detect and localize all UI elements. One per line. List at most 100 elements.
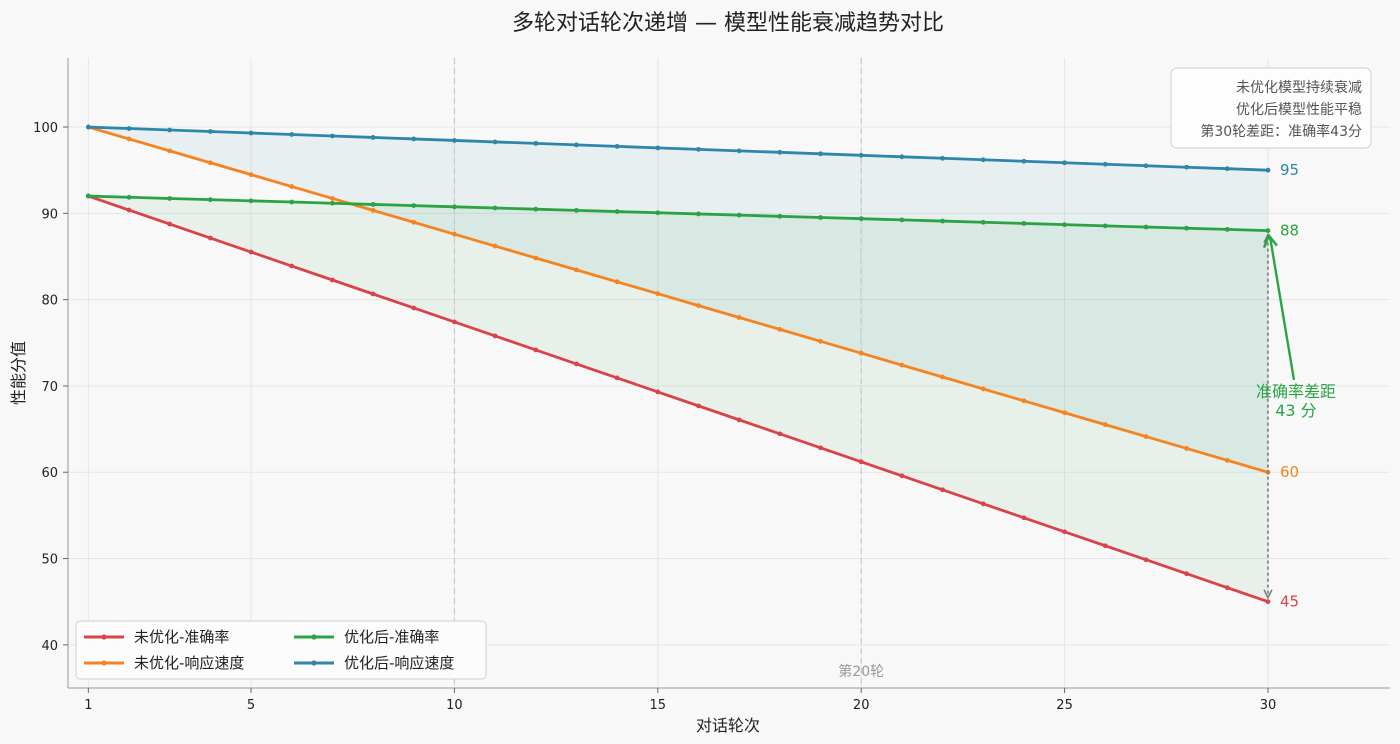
data-point-unopt_speed bbox=[1184, 446, 1190, 451]
end-value-label-unopt_speed: 60 bbox=[1280, 463, 1299, 481]
series-line-opt_speed bbox=[88, 125, 1269, 172]
data-point-opt_speed bbox=[1102, 161, 1108, 167]
data-point-unopt_speed bbox=[330, 196, 335, 201]
x-tick-label: 10 bbox=[446, 698, 463, 713]
data-point-opt_acc bbox=[452, 204, 457, 210]
data-point-opt_acc bbox=[574, 207, 579, 213]
annotation-text-line1: 准确率差距 bbox=[1256, 382, 1336, 401]
annotation-arrow-line bbox=[1268, 236, 1296, 381]
data-point-opt_acc bbox=[1021, 221, 1027, 226]
data-point-opt_speed bbox=[1143, 163, 1149, 169]
end-value-label-opt_speed: 95 bbox=[1280, 161, 1299, 179]
data-point-opt_speed bbox=[1062, 160, 1067, 166]
data-point-opt_acc bbox=[126, 194, 132, 200]
data-point-unopt_speed bbox=[126, 136, 132, 142]
note-line: 第30轮差距：准确率43分 bbox=[1200, 123, 1362, 140]
gap-arrow-head-down bbox=[1263, 589, 1273, 600]
chart-title: 多轮对话轮次递增 — 模型性能衰减趋势对比 bbox=[512, 11, 944, 36]
data-point-unopt_acc bbox=[858, 459, 864, 465]
data-point-opt_speed bbox=[655, 145, 661, 151]
data-point-opt_acc bbox=[1143, 224, 1149, 230]
series-line-opt_acc bbox=[88, 194, 1269, 233]
annotation-text-line2: 43 分 bbox=[1275, 401, 1316, 420]
data-point-opt_speed bbox=[696, 146, 701, 152]
legend-marker-opt_speed bbox=[311, 660, 317, 666]
data-point-opt_acc bbox=[1224, 227, 1230, 232]
data-point-unopt_speed bbox=[167, 148, 173, 154]
data-point-unopt_acc bbox=[614, 375, 620, 381]
data-point-opt_acc bbox=[899, 217, 905, 223]
legend-marker-opt_acc bbox=[311, 634, 317, 640]
data-point-opt_acc bbox=[167, 196, 173, 201]
legend-box bbox=[75, 620, 487, 680]
data-point-opt_speed bbox=[899, 154, 905, 160]
data-point-unopt_speed bbox=[858, 350, 864, 356]
data-point-opt_acc bbox=[411, 203, 417, 209]
data-point-opt_speed bbox=[1224, 166, 1230, 172]
data-point-unopt_acc bbox=[492, 333, 498, 339]
data-point-unopt_acc bbox=[452, 319, 457, 325]
x-tick-label: 1 bbox=[84, 698, 92, 713]
data-point-opt_acc bbox=[655, 210, 661, 216]
data-point-opt_acc bbox=[940, 218, 945, 224]
data-point-opt_acc bbox=[533, 206, 539, 212]
data-point-opt_acc bbox=[614, 209, 620, 214]
data-point-opt_speed bbox=[1184, 164, 1190, 170]
data-point-unopt_acc bbox=[1265, 599, 1271, 605]
data-point-unopt_acc bbox=[248, 249, 254, 255]
x-tick-label: 20 bbox=[853, 698, 870, 713]
vline-label: 第20轮 bbox=[838, 663, 884, 680]
end-value-label-opt_acc: 88 bbox=[1280, 222, 1299, 240]
legend-label-unopt_speed: 未优化-响应速度 bbox=[134, 654, 244, 672]
data-point-opt_speed bbox=[1021, 158, 1027, 164]
data-point-opt_speed bbox=[492, 139, 498, 145]
data-point-opt_speed bbox=[207, 129, 213, 134]
y-tick-label: 90 bbox=[41, 207, 58, 222]
data-point-unopt_speed bbox=[533, 255, 539, 261]
data-point-opt_acc bbox=[85, 193, 91, 199]
data-point-opt_speed bbox=[85, 124, 91, 130]
data-point-opt_acc bbox=[777, 213, 783, 219]
data-point-unopt_speed bbox=[411, 219, 417, 225]
data-point-unopt_acc bbox=[1224, 585, 1230, 591]
data-point-opt_speed bbox=[248, 130, 254, 136]
data-point-unopt_speed bbox=[1062, 410, 1067, 416]
data-point-unopt_acc bbox=[777, 431, 783, 437]
data-point-opt_acc bbox=[492, 205, 498, 211]
data-point-opt_speed bbox=[818, 151, 823, 157]
data-point-unopt_speed bbox=[696, 303, 701, 308]
data-point-unopt_speed bbox=[1102, 422, 1108, 428]
data-point-unopt_speed bbox=[248, 172, 254, 178]
y-tick-label: 100 bbox=[33, 121, 58, 136]
y-tick-label: 50 bbox=[41, 553, 58, 568]
plot-area bbox=[68, 58, 1390, 688]
y-tick-label: 60 bbox=[41, 466, 58, 481]
data-point-unopt_acc bbox=[574, 361, 579, 367]
y-tick-label: 80 bbox=[41, 294, 58, 309]
data-point-opt_speed bbox=[858, 152, 864, 158]
x-tick-label: 15 bbox=[650, 698, 667, 713]
data-point-unopt_acc bbox=[411, 305, 417, 311]
data-point-unopt_speed bbox=[980, 386, 986, 392]
x-axis-label: 对话轮次 bbox=[696, 716, 760, 735]
note-line: 优化后模型性能平稳 bbox=[1236, 102, 1362, 118]
data-point-opt_speed bbox=[736, 148, 742, 154]
data-point-opt_acc bbox=[696, 211, 701, 217]
data-point-opt_acc bbox=[330, 200, 335, 206]
y-tick-label: 70 bbox=[41, 380, 58, 395]
data-point-opt_acc bbox=[1265, 228, 1271, 234]
data-point-opt_speed bbox=[980, 157, 986, 163]
data-point-opt_speed bbox=[330, 133, 335, 139]
x-tick-label: 30 bbox=[1260, 698, 1277, 713]
data-point-unopt_acc bbox=[1184, 571, 1190, 577]
data-point-opt_acc bbox=[1062, 222, 1067, 228]
data-point-unopt_speed bbox=[736, 315, 742, 320]
data-point-unopt_speed bbox=[899, 362, 905, 368]
data-point-unopt_speed bbox=[452, 231, 457, 237]
end-value-label-unopt_acc: 45 bbox=[1280, 593, 1299, 611]
data-point-unopt_acc bbox=[126, 207, 132, 213]
data-point-unopt_acc bbox=[1102, 543, 1108, 549]
